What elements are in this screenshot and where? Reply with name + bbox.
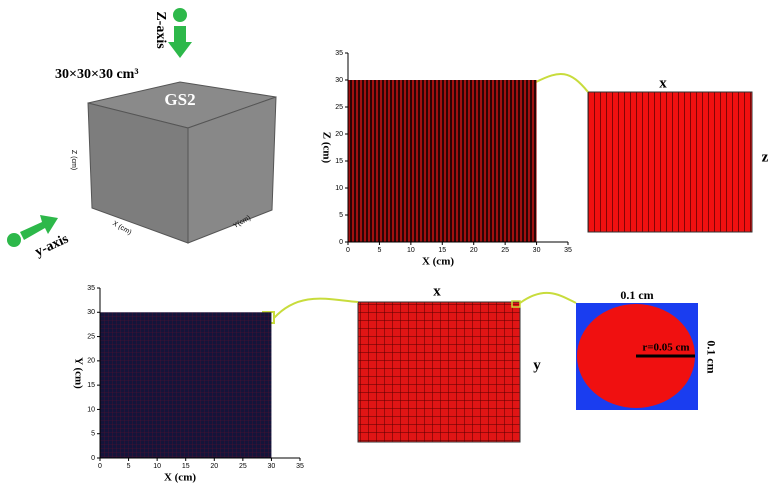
zoom-label: z xyxy=(762,149,769,165)
cube-x-label: X (cm) xyxy=(111,220,132,236)
x-tick-label: 15 xyxy=(182,463,190,470)
radius-label: r=0.05 cm xyxy=(642,342,689,354)
x-tick-label: 35 xyxy=(296,463,304,470)
y-tick-label: 10 xyxy=(335,185,343,192)
filled-region xyxy=(100,312,272,458)
cube-left xyxy=(87,102,189,244)
x-tick-label: 20 xyxy=(210,463,218,470)
x-tick-label: 25 xyxy=(501,247,509,254)
connector xyxy=(535,72,589,93)
x-tick-label: 0 xyxy=(346,247,350,254)
y-tick-label: 35 xyxy=(335,50,343,57)
cube-right xyxy=(187,96,277,244)
x-tick-label: 10 xyxy=(407,247,415,254)
filled-region xyxy=(348,80,537,242)
cube-z-label: Z (cm) xyxy=(70,150,77,170)
z-axis-arrow-label: Z-axis xyxy=(153,11,168,49)
x-tick-label: 30 xyxy=(533,247,541,254)
y-tick-label: 15 xyxy=(87,382,95,389)
xz-zoom xyxy=(587,91,753,233)
cube-label: GS2 xyxy=(164,90,195,109)
y-tick-label: 30 xyxy=(87,309,95,316)
zoom-label: x xyxy=(433,283,441,299)
y-axis-label: Z (cm) xyxy=(320,132,332,164)
y-tick-label: 35 xyxy=(87,285,95,292)
x-tick-label: 35 xyxy=(564,247,572,254)
connector xyxy=(519,291,577,304)
x-axis-label: X (cm) xyxy=(164,472,196,484)
arrow xyxy=(168,26,192,58)
y-tick-label: 30 xyxy=(335,77,343,84)
x-tick-label: 30 xyxy=(268,463,276,470)
x-tick-label: 5 xyxy=(127,463,131,470)
y-tick-label: 5 xyxy=(91,431,95,438)
connector xyxy=(273,297,359,319)
y-tick-label: 15 xyxy=(335,158,343,165)
icon xyxy=(173,8,187,22)
x-tick-label: 25 xyxy=(239,463,247,470)
x-axis-label: X (cm) xyxy=(422,256,454,268)
zoom-label: y xyxy=(533,357,541,373)
arrow xyxy=(20,215,58,240)
x-tick-label: 15 xyxy=(438,247,446,254)
x-tick-label: 5 xyxy=(377,247,381,254)
zoom-box xyxy=(511,300,521,308)
y-tick-label: 20 xyxy=(335,131,343,138)
y-tick-label: 0 xyxy=(91,455,95,462)
y-tick-label: 25 xyxy=(87,333,95,340)
pixel-width: 0.1 cm xyxy=(620,288,653,302)
y-tick-label: 20 xyxy=(87,358,95,365)
x-tick-label: 20 xyxy=(470,247,478,254)
xy-zoom xyxy=(357,301,521,443)
x-tick-label: 10 xyxy=(153,463,161,470)
zoom-label: x xyxy=(659,75,667,91)
icon xyxy=(7,233,21,247)
y-tick-label: 25 xyxy=(335,104,343,111)
y-axis-arrow-label: y-axis xyxy=(33,231,72,260)
pixel-height: 0.1 cm xyxy=(704,340,718,373)
cube-size: 30×30×30 cm³ xyxy=(55,67,139,82)
y-tick-label: 5 xyxy=(339,212,343,219)
y-axis-label: Y (cm) xyxy=(72,357,84,389)
x-tick-label: 0 xyxy=(98,463,102,470)
y-tick-label: 10 xyxy=(87,406,95,413)
y-tick-label: 0 xyxy=(339,239,343,246)
